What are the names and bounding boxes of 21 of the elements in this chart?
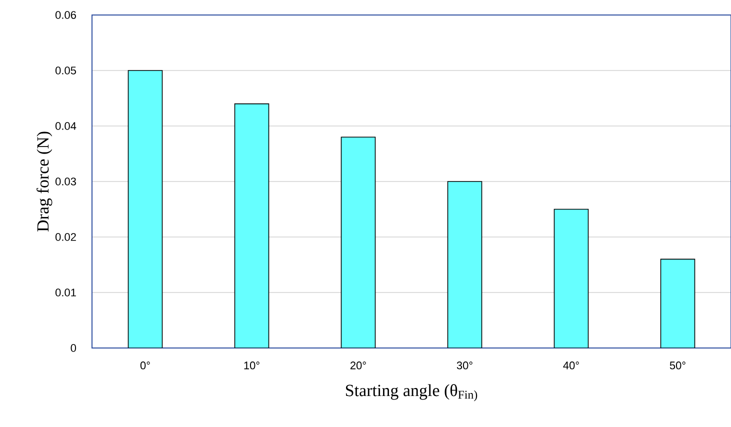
x-tick-label: 20° bbox=[350, 362, 366, 370]
x-tick-label: 40° bbox=[563, 362, 579, 370]
x-axis-title: Starting angle (θ$_{Fin)}$ bbox=[346, 384, 478, 402]
y-tick-label: 0.06 bbox=[55, 11, 76, 19]
bar bbox=[447, 181, 482, 348]
y-axis-title: Drag force (N) bbox=[36, 132, 52, 232]
y-tick-label: 0.02 bbox=[55, 233, 76, 241]
y-tick-label: 0.04 bbox=[55, 122, 76, 130]
bar bbox=[660, 258, 696, 348]
x-tick-label: 0° bbox=[140, 362, 150, 370]
bar bbox=[128, 70, 163, 348]
bar bbox=[340, 136, 376, 348]
x-tick-label: 50° bbox=[670, 362, 686, 370]
y-tick-label: 0.01 bbox=[55, 288, 76, 296]
y-tick-label: 0 bbox=[70, 344, 76, 352]
y-tick-label: 0.05 bbox=[55, 66, 76, 74]
x-tick-label: 10° bbox=[244, 362, 260, 370]
bar bbox=[554, 208, 589, 348]
x-tick-label: 30° bbox=[456, 362, 472, 370]
bar bbox=[234, 103, 270, 348]
y-tick-label: 0.03 bbox=[55, 178, 76, 186]
